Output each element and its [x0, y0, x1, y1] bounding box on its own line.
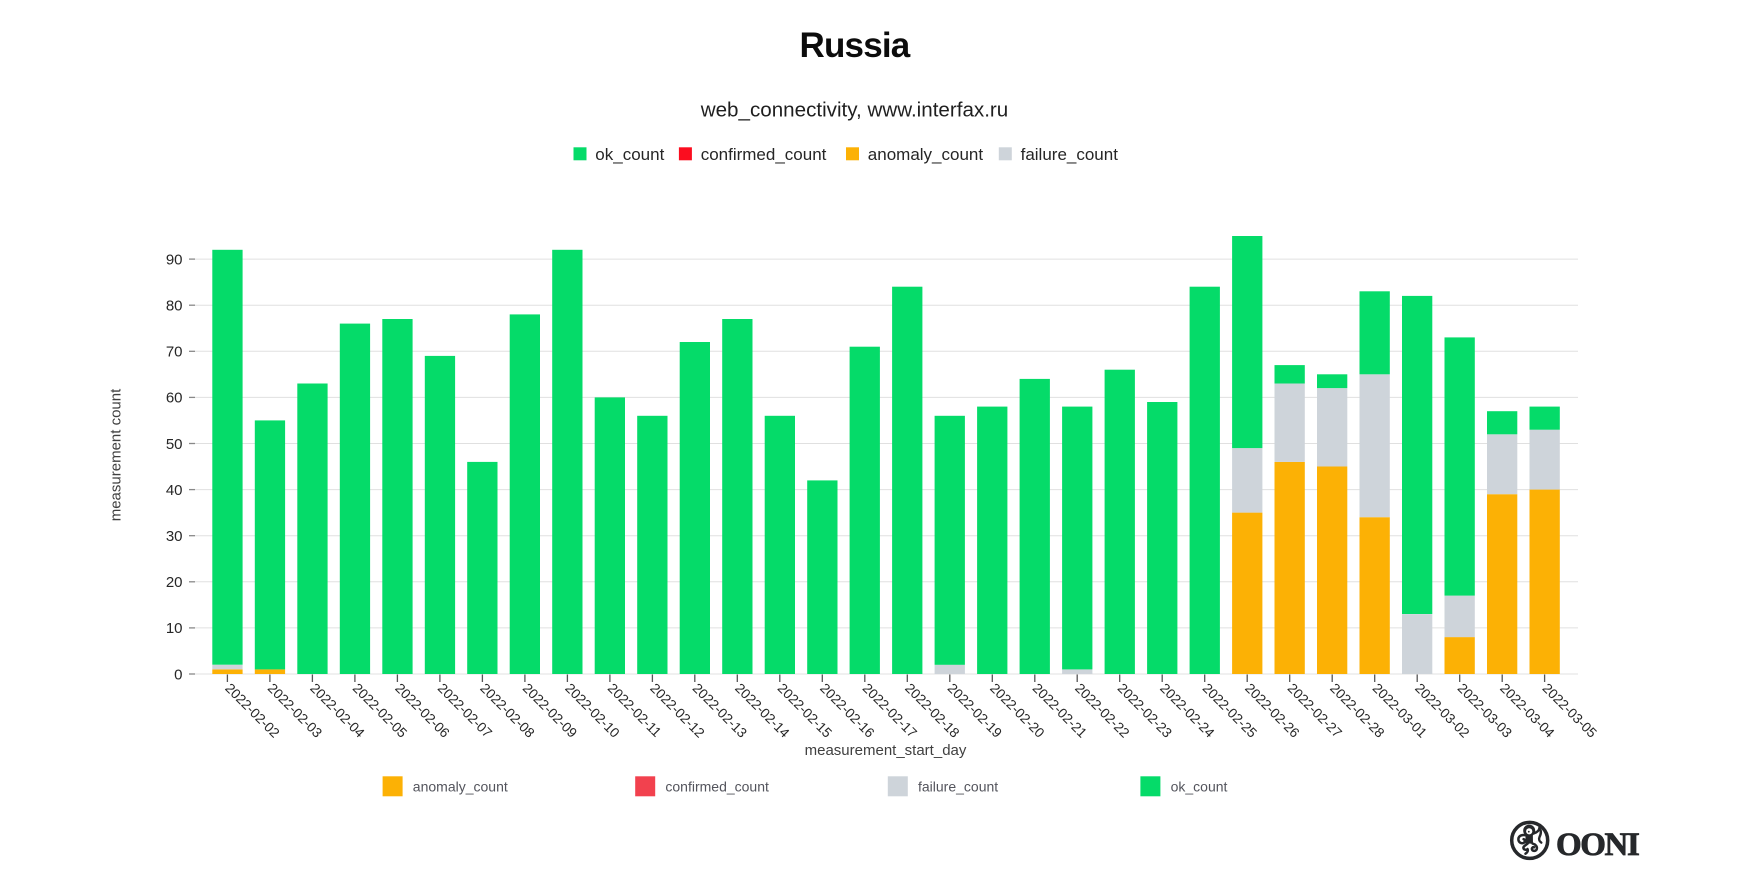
svg-text:ok_count: ok_count [595, 145, 664, 164]
svg-text:anomaly_count: anomaly_count [868, 145, 984, 164]
svg-text:measurement_start_day: measurement_start_day [805, 742, 967, 759]
svg-text:confirmed_count: confirmed_count [701, 145, 827, 164]
svg-text:failure_count: failure_count [1021, 145, 1119, 164]
svg-text:80: 80 [166, 298, 183, 315]
svg-text:30: 30 [166, 528, 183, 545]
svg-text:web_connectivity, www.interfax: web_connectivity, www.interfax.ru [700, 98, 1009, 121]
svg-text:confirmed_count: confirmed_count [665, 779, 769, 795]
svg-text:10: 10 [166, 620, 183, 637]
svg-text:anomaly_count: anomaly_count [413, 779, 508, 795]
svg-text:70: 70 [166, 344, 183, 361]
svg-text:0: 0 [174, 666, 182, 683]
svg-text:Russia: Russia [800, 26, 911, 65]
svg-text:measurement count: measurement count [108, 388, 125, 521]
svg-text:90: 90 [166, 251, 183, 268]
svg-text:failure_count: failure_count [918, 779, 998, 795]
svg-text:50: 50 [166, 436, 183, 453]
svg-text:40: 40 [166, 482, 183, 499]
svg-text:60: 60 [166, 390, 183, 407]
svg-text:OONI: OONI [1556, 827, 1639, 863]
svg-text:ok_count: ok_count [1171, 779, 1228, 795]
svg-text:20: 20 [166, 574, 183, 591]
